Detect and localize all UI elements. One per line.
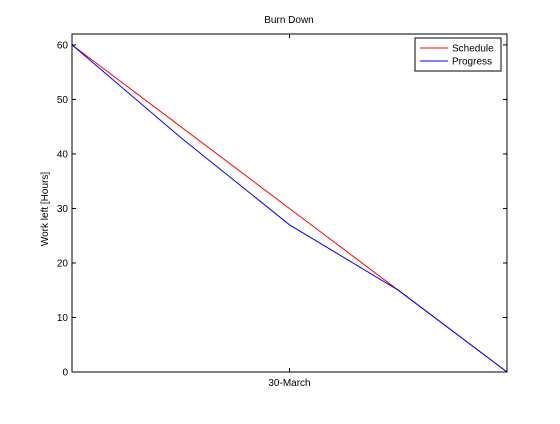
legend-label-progress: Progress (452, 57, 492, 68)
series-layer (71, 44, 508, 373)
y-tick-label: 0 (62, 368, 68, 379)
y-ticks: 0 10 20 30 40 50 60 (57, 40, 507, 379)
x-ticks: 30-March (268, 34, 311, 389)
plot-frame (71, 33, 508, 373)
y-tick-label: 30 (57, 204, 69, 215)
legend-box (414, 37, 502, 72)
plot-area (72, 34, 507, 372)
legend: Schedule Progress (414, 37, 502, 72)
y-tick-label: 10 (57, 313, 69, 324)
x-tick-label: 30-March (268, 378, 310, 389)
y-tick-label: 50 (57, 95, 69, 106)
y-tick-label: 60 (57, 40, 69, 51)
y-axis-label: Work left [Hours] (40, 172, 51, 246)
chart-title: Burn Down (264, 15, 313, 26)
legend-label-schedule: Schedule (452, 44, 494, 55)
series-line-progress (71, 44, 508, 373)
y-tick-label: 40 (57, 149, 69, 160)
y-tick-label: 20 (57, 258, 69, 269)
